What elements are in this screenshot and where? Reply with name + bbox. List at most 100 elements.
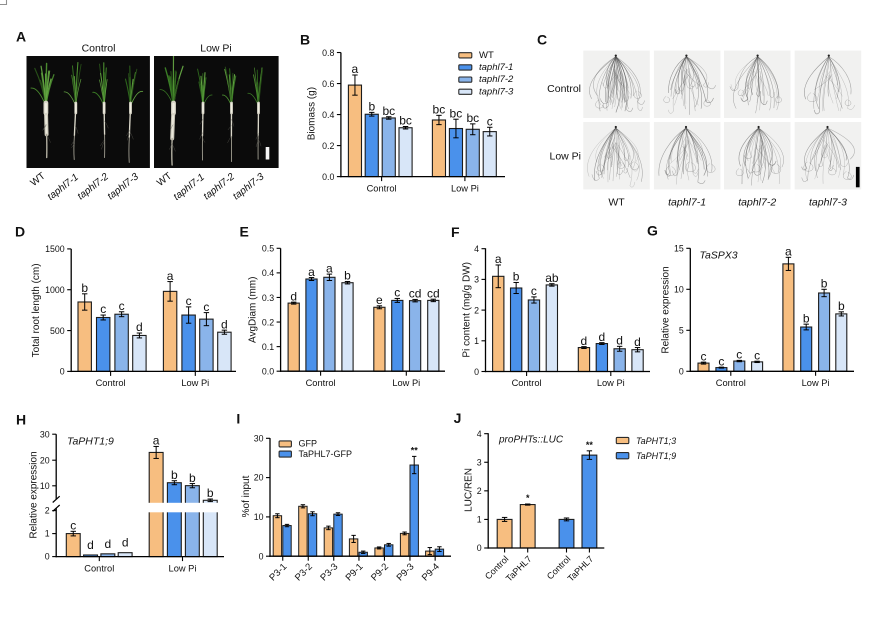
svg-text:b: b: [803, 311, 810, 325]
svg-text:Control: Control: [82, 43, 116, 55]
svg-text:Pi content (mg/g DW): Pi content (mg/g DW): [461, 262, 472, 358]
svg-text:c: c: [718, 354, 724, 368]
svg-text:TaPHT1;9: TaPHT1;9: [67, 436, 114, 448]
svg-text:ab: ab: [545, 271, 559, 285]
svg-text:Control: Control: [547, 83, 581, 95]
svg-text:taphl7-2: taphl7-2: [738, 197, 776, 209]
svg-text:bc: bc: [382, 104, 395, 118]
svg-text:30: 30: [254, 433, 264, 443]
svg-text:0: 0: [477, 543, 482, 553]
svg-text:d: d: [105, 537, 112, 551]
svg-text:c: c: [100, 302, 106, 316]
svg-text:a: a: [352, 62, 359, 76]
svg-text:d: d: [221, 317, 228, 331]
svg-text:taphl7-1: taphl7-1: [668, 197, 706, 209]
svg-text:GFP: GFP: [299, 439, 318, 449]
svg-text:Control: Control: [716, 378, 746, 388]
svg-text:c: c: [701, 349, 707, 363]
svg-text:0.6: 0.6: [322, 79, 334, 89]
svg-text:TaPHT1;9: TaPHT1;9: [636, 451, 676, 461]
svg-text:c: c: [203, 300, 209, 314]
svg-text:d: d: [581, 334, 588, 348]
svg-text:LUC/REN: LUC/REN: [464, 468, 475, 512]
svg-text:a: a: [785, 245, 792, 259]
svg-text:d: d: [634, 335, 641, 349]
svg-text:d: d: [616, 334, 623, 348]
svg-text:0: 0: [679, 367, 684, 377]
svg-text:2: 2: [474, 305, 479, 315]
svg-text:F: F: [451, 224, 460, 240]
svg-text:0.2: 0.2: [262, 317, 274, 327]
svg-text:d: d: [136, 320, 143, 334]
svg-text:0.2: 0.2: [322, 141, 334, 151]
svg-text:H: H: [16, 411, 26, 427]
svg-text:30: 30: [40, 429, 50, 439]
svg-text:a: a: [326, 261, 333, 275]
svg-text:Low Pi: Low Pi: [200, 43, 232, 55]
svg-text:b: b: [368, 100, 375, 114]
svg-text:b: b: [821, 277, 828, 291]
svg-text:b: b: [171, 468, 178, 482]
svg-text:J: J: [454, 410, 462, 426]
svg-text:c: c: [394, 286, 400, 300]
svg-text:WT: WT: [608, 197, 625, 209]
svg-text:d: d: [87, 538, 94, 552]
svg-text:I: I: [236, 411, 240, 427]
svg-text:1: 1: [477, 515, 482, 525]
svg-text:0.0: 0.0: [322, 172, 334, 182]
svg-text:c: c: [487, 115, 493, 129]
svg-text:c: c: [531, 284, 537, 298]
svg-text:Relative expression: Relative expression: [660, 266, 671, 353]
svg-text:1: 1: [474, 336, 479, 346]
svg-text:Low Pi: Low Pi: [392, 378, 420, 388]
svg-text:b: b: [838, 299, 845, 313]
svg-text:Low Pi: Low Pi: [181, 378, 209, 388]
svg-text:D: D: [15, 224, 25, 240]
svg-text:0.0: 0.0: [262, 367, 274, 377]
svg-text:**: **: [411, 445, 419, 455]
svg-text:Control: Control: [367, 183, 397, 193]
svg-text:C: C: [537, 32, 547, 48]
svg-text:bc: bc: [450, 106, 463, 120]
svg-text:Low Pi: Low Pi: [597, 378, 625, 388]
svg-text:1: 1: [45, 529, 50, 539]
svg-text:a: a: [308, 265, 315, 279]
svg-text:3: 3: [474, 275, 479, 285]
svg-text:bc: bc: [466, 111, 479, 125]
svg-text:0.4: 0.4: [322, 110, 334, 120]
svg-text:WT: WT: [479, 50, 494, 61]
svg-text:AvgDiam (mm): AvgDiam (mm): [248, 277, 259, 343]
svg-text:c: c: [119, 299, 125, 313]
svg-text:20: 20: [254, 473, 264, 483]
svg-text:2: 2: [45, 506, 50, 516]
svg-text:1500: 1500: [45, 244, 65, 254]
svg-text:0: 0: [45, 552, 50, 562]
svg-text:c: c: [736, 348, 742, 362]
svg-text:b: b: [81, 281, 88, 295]
svg-text:Control: Control: [512, 378, 542, 388]
svg-text:Low Pi: Low Pi: [451, 183, 479, 193]
svg-text:c: c: [186, 294, 192, 308]
svg-text:cd: cd: [409, 287, 422, 301]
svg-text:bc: bc: [433, 103, 446, 117]
svg-text:e: e: [376, 293, 383, 307]
svg-text:Control: Control: [84, 563, 114, 573]
svg-text:G: G: [647, 223, 658, 239]
svg-text:Relative expression: Relative expression: [29, 451, 40, 538]
svg-text:a: a: [153, 434, 160, 448]
svg-text:2: 2: [477, 486, 482, 496]
svg-text:%of input: %of input: [241, 475, 252, 517]
svg-text:A: A: [16, 29, 26, 45]
svg-text:b: b: [513, 270, 520, 284]
svg-text:0.3: 0.3: [262, 293, 274, 303]
svg-text:a: a: [495, 252, 502, 266]
svg-text:10: 10: [40, 481, 50, 491]
svg-text:b: b: [207, 486, 214, 500]
svg-text:Low Pi: Low Pi: [169, 563, 197, 573]
svg-text:0.4: 0.4: [262, 268, 274, 278]
svg-text:taphl7-3: taphl7-3: [479, 86, 514, 97]
svg-text:**: **: [586, 440, 594, 450]
svg-text:Total root length (cm): Total root length (cm): [31, 263, 42, 357]
svg-text:0.5: 0.5: [262, 244, 274, 254]
svg-text:Biomass (g): Biomass (g): [307, 87, 318, 140]
